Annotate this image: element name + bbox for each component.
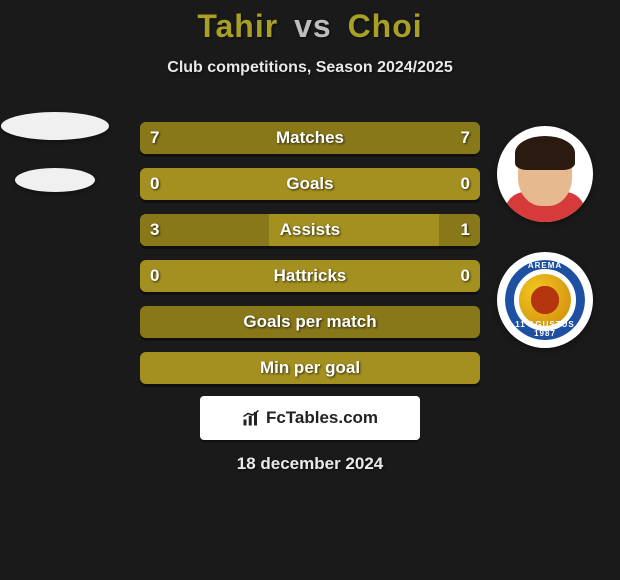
footer-date: 18 december 2024 [0, 454, 620, 474]
bar-label: Goals per match [243, 312, 376, 332]
branding-label: FcTables.com [266, 408, 378, 428]
left-ellipse-2 [15, 168, 95, 192]
player-avatar [497, 126, 593, 222]
bar-row: 3 1 Assists [140, 214, 480, 246]
title-vs: vs [294, 8, 332, 44]
club-badge-inner: AREMA 11 AGUSTUS 1987 [505, 260, 585, 340]
chart-icon [242, 409, 260, 427]
bar-label: Min per goal [260, 358, 360, 378]
bar-label: Hattricks [274, 266, 347, 286]
bar-value-right: 0 [451, 260, 480, 292]
left-ellipse-1 [1, 112, 109, 140]
bar-row: Min per goal [140, 352, 480, 384]
subtitle: Club competitions, Season 2024/2025 [0, 59, 620, 77]
bar-value-left: 3 [140, 214, 169, 246]
club-badge: AREMA 11 AGUSTUS 1987 [497, 252, 593, 348]
bar-value-left: 0 [140, 168, 169, 200]
bar-value-right: 1 [451, 214, 480, 246]
bar-row: 7 7 Matches [140, 122, 480, 154]
page-title: Tahir vs Choi [0, 0, 620, 45]
branding-text: FcTables.com [242, 408, 378, 428]
bar-label: Goals [286, 174, 333, 194]
badge-lion-icon [527, 282, 563, 318]
right-side-column: AREMA 11 AGUSTUS 1987 [490, 126, 600, 348]
title-player2: Choi [348, 8, 423, 44]
bar-row: 0 0 Goals [140, 168, 480, 200]
comparison-bars: 7 7 Matches 0 0 Goals 3 1 Assists 0 0 Hattricks Goal… [140, 122, 480, 398]
bar-row: 0 0 Hattricks [140, 260, 480, 292]
bar-value-left: 0 [140, 260, 169, 292]
branding-box[interactable]: FcTables.com [200, 396, 420, 440]
bar-label: Assists [280, 220, 340, 240]
bar-value-right: 7 [451, 122, 480, 154]
bar-value-left: 7 [140, 122, 169, 154]
bar-value-right: 0 [451, 168, 480, 200]
badge-text-top: AREMA [505, 261, 585, 270]
bar-row: Goals per match [140, 306, 480, 338]
left-side-column [0, 112, 110, 192]
badge-text-bottom: 11 AGUSTUS 1987 [505, 320, 585, 338]
title-player1: Tahir [197, 8, 278, 44]
avatar-hair [515, 136, 575, 170]
avatar-face-icon [505, 134, 585, 214]
bar-label: Matches [276, 128, 344, 148]
